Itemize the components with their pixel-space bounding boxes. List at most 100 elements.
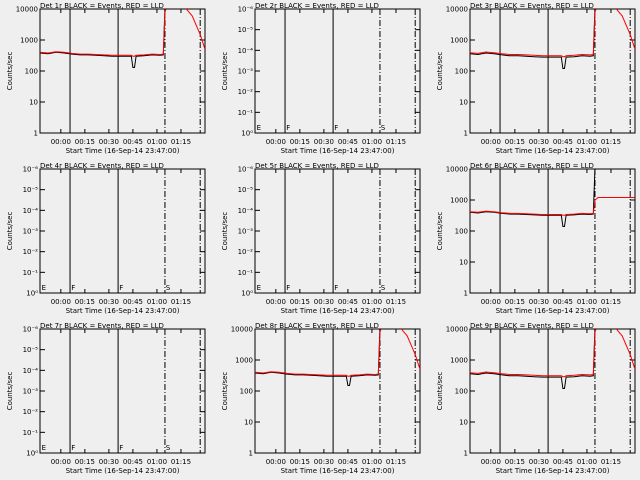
panel: Det 6r BLACK = Events, RED = LLD Start Ti…	[436, 162, 636, 315]
x-tick-label: 00:00	[481, 138, 501, 146]
panel: Det 7r BLACK = Events, RED = LLD Start Ti…	[6, 322, 206, 475]
x-tick-label: 00:15	[75, 138, 95, 146]
x-tick-label: 01:15	[601, 458, 621, 466]
panel: Det 5r BLACK = Events, RED = LLD Start Ti…	[221, 162, 421, 315]
x-axis-label: Start Time (16-Sep-14 23:47:00)	[281, 467, 395, 475]
y-axis-label: Counts/sec	[436, 52, 444, 91]
x-tick-label: 00:00	[266, 298, 286, 306]
annotation: S	[166, 444, 171, 452]
y-tick-label: 10⁻²	[23, 248, 39, 256]
x-tick-label: 00:15	[290, 298, 310, 306]
y-tick-label: 1	[464, 130, 468, 138]
y-tick-label: 1000	[20, 37, 38, 45]
y-tick-label: 10⁰	[26, 450, 38, 458]
panel-title: Det 1r BLACK = Events, RED = LLD	[40, 2, 164, 10]
x-tick-label: 00:30	[314, 458, 334, 466]
x-tick-label: 01:15	[171, 298, 191, 306]
series-line	[255, 329, 420, 377]
annotation: F	[119, 444, 123, 452]
y-tick-label: 10⁻³	[238, 228, 254, 236]
x-tick-label: 00:00	[481, 298, 501, 306]
x-tick-label: 00:15	[505, 298, 525, 306]
annotation: F	[334, 284, 338, 292]
y-tick-label: 10000	[446, 6, 468, 14]
x-tick-label: 00:15	[505, 138, 525, 146]
annotation: E	[257, 284, 261, 292]
y-tick-label: 1000	[235, 357, 253, 365]
plot-frame	[39, 8, 206, 134]
x-tick-label: 00:45	[338, 458, 358, 466]
series-line	[470, 9, 596, 69]
annotation: F	[71, 444, 75, 452]
x-tick-label: 00:45	[123, 138, 143, 146]
y-tick-label: 1	[249, 450, 253, 458]
y-tick-label: 10	[29, 99, 38, 107]
annotation: F	[286, 124, 290, 132]
annotation: S	[381, 124, 386, 132]
x-tick-label: 00:15	[290, 458, 310, 466]
y-tick-label: 10000	[231, 326, 253, 334]
y-tick-label: 10000	[446, 166, 468, 174]
x-tick-label: 00:45	[553, 458, 573, 466]
x-axis-label: Start Time (16-Sep-14 23:47:00)	[66, 147, 180, 155]
x-axis-label: Start Time (16-Sep-14 23:47:00)	[496, 467, 610, 475]
x-tick-label: 00:30	[314, 298, 334, 306]
x-tick-label: 00:30	[99, 458, 119, 466]
annotation: E	[257, 124, 261, 132]
x-tick-label: 00:45	[553, 298, 573, 306]
y-tick-label: 10⁻⁴	[23, 207, 39, 215]
x-axis-label: Start Time (16-Sep-14 23:47:00)	[281, 147, 395, 155]
series-line	[470, 329, 635, 378]
x-tick-label: 01:00	[577, 138, 597, 146]
y-tick-label: 10⁻⁵	[238, 186, 254, 194]
x-tick-label: 00:00	[266, 458, 286, 466]
plot-frame	[254, 8, 421, 134]
y-tick-label: 1	[464, 450, 468, 458]
plot-frame	[39, 168, 206, 294]
series-line	[470, 197, 635, 216]
y-tick-label: 10⁻⁴	[238, 47, 254, 55]
x-tick-label: 01:00	[147, 138, 167, 146]
y-axis-label: Counts/sec	[6, 212, 14, 251]
y-tick-label: 10000	[446, 326, 468, 334]
panel-title: Det 2r BLACK = Events, RED = LLD	[255, 2, 379, 10]
x-axis-label: Start Time (16-Sep-14 23:47:00)	[66, 467, 180, 475]
series-line	[470, 169, 596, 227]
x-tick-label: 00:00	[51, 458, 71, 466]
y-tick-label: 1	[34, 130, 38, 138]
panel-title: Det 7r BLACK = Events, RED = LLD	[40, 322, 164, 330]
y-tick-label: 10⁻⁴	[23, 367, 39, 375]
y-tick-label: 10⁻⁵	[238, 26, 254, 34]
x-tick-label: 00:15	[75, 298, 95, 306]
x-tick-label: 01:15	[601, 138, 621, 146]
x-tick-label: 00:45	[338, 138, 358, 146]
y-tick-label: 100	[455, 228, 468, 236]
panel-title: Det 5r BLACK = Events, RED = LLD	[255, 162, 379, 170]
annotation: F	[334, 124, 338, 132]
panel-title: Det 9r BLACK = Events, RED = LLD	[470, 322, 594, 330]
plot-frame	[254, 168, 421, 294]
panel-title: Det 4r BLACK = Events, RED = LLD	[40, 162, 164, 170]
y-tick-label: 1000	[450, 357, 468, 365]
y-tick-label: 10⁻⁵	[23, 346, 39, 354]
panel: Det 3r BLACK = Events, RED = LLD Start Ti…	[436, 2, 636, 155]
panel: Det 9r BLACK = Events, RED = LLD Start Ti…	[436, 322, 636, 475]
x-tick-label: 00:30	[314, 138, 334, 146]
annotation: E	[42, 444, 46, 452]
x-tick-label: 01:15	[386, 298, 406, 306]
panel: Det 4r BLACK = Events, RED = LLD Start Ti…	[6, 162, 206, 315]
x-tick-label: 00:15	[290, 138, 310, 146]
annotation: S	[166, 284, 171, 292]
y-tick-label: 100	[240, 388, 253, 396]
y-tick-label: 100	[25, 68, 38, 76]
panel: Det 2r BLACK = Events, RED = LLD Start Ti…	[221, 2, 421, 155]
x-tick-label: 01:00	[362, 298, 382, 306]
x-tick-label: 00:30	[99, 138, 119, 146]
y-tick-label: 10⁰	[26, 290, 38, 298]
annotation: E	[42, 284, 46, 292]
y-axis-label: Counts/sec	[221, 52, 229, 91]
x-tick-label: 01:00	[147, 298, 167, 306]
y-tick-label: 1000	[450, 37, 468, 45]
plot-frame	[469, 168, 636, 294]
x-axis-label: Start Time (16-Sep-14 23:47:00)	[66, 307, 180, 315]
